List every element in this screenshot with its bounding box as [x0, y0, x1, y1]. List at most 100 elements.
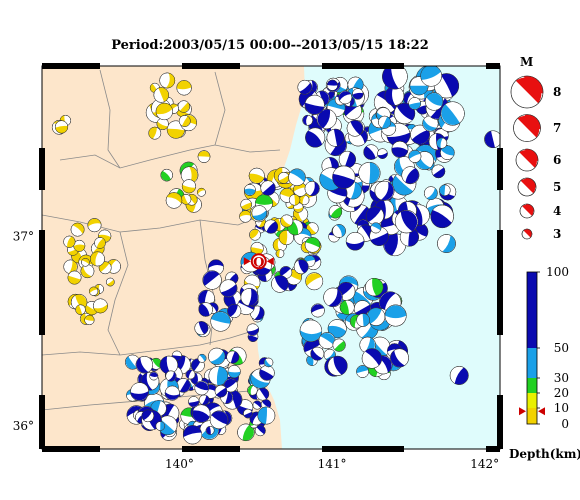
beachball	[401, 166, 420, 185]
beachball	[332, 338, 346, 352]
beachball	[374, 180, 395, 201]
latitude-tick-label: 36°	[13, 419, 34, 433]
beachball	[106, 277, 115, 287]
beachball	[92, 298, 108, 314]
frame-bar	[497, 230, 503, 335]
beachball	[259, 365, 275, 381]
beachball	[263, 357, 274, 368]
beachball	[166, 120, 185, 139]
beachball	[345, 232, 365, 251]
beachball	[87, 218, 102, 233]
frame-graduations	[39, 63, 503, 452]
beachball	[197, 353, 207, 363]
beachball	[80, 264, 95, 279]
beachball	[159, 72, 176, 89]
beachball	[423, 186, 438, 201]
beachball	[237, 423, 255, 442]
main-shock-arrow-right	[266, 257, 274, 266]
beachball	[165, 192, 183, 209]
beachball	[197, 187, 206, 197]
frame-bar	[39, 148, 45, 190]
frame-bar	[42, 63, 100, 69]
beachball	[202, 270, 222, 290]
beachball	[150, 357, 162, 370]
magnitude-legend-item: 4	[519, 203, 561, 219]
beachball	[141, 409, 155, 423]
beachball	[153, 87, 169, 103]
beachball	[63, 235, 76, 248]
beachball	[310, 346, 325, 361]
beachball	[214, 384, 228, 398]
beachball	[205, 426, 215, 435]
beachball	[439, 184, 451, 196]
frame-bar	[182, 63, 240, 69]
beachball	[194, 321, 209, 336]
depth-tick-label: 0	[561, 417, 569, 431]
beachball	[208, 366, 229, 386]
beachball	[449, 366, 469, 385]
magnitude-legend-label: 7	[553, 121, 561, 135]
beachball	[70, 222, 85, 237]
beachball	[420, 66, 442, 87]
beachball	[352, 88, 364, 100]
beachball	[365, 277, 384, 297]
frame-bar	[322, 446, 404, 452]
beachball	[408, 97, 422, 110]
beachball	[327, 355, 348, 376]
beachball	[278, 229, 294, 246]
beachball	[159, 355, 179, 375]
beachball	[208, 347, 226, 365]
depth-band	[527, 272, 537, 348]
frame-bar	[486, 446, 500, 452]
depth-tick-label: 10	[554, 401, 569, 415]
beachball	[390, 348, 409, 368]
beachball	[346, 119, 364, 137]
beachball	[188, 396, 200, 408]
beachball	[430, 204, 454, 229]
beachball	[310, 303, 325, 318]
beachball	[279, 266, 293, 279]
beachball	[332, 224, 346, 238]
beachball	[293, 202, 304, 213]
beachball	[243, 408, 253, 419]
beachball	[181, 179, 196, 194]
beachball	[326, 128, 345, 147]
beachball	[182, 425, 203, 445]
beachball	[277, 172, 290, 184]
frame-bar	[42, 446, 100, 452]
frame-bar	[497, 395, 503, 449]
beachball	[249, 228, 261, 241]
magnitude-legend: M 8 7 6 5 4 3	[510, 55, 561, 241]
beachball	[94, 237, 106, 249]
beachball	[384, 86, 405, 106]
beachball	[436, 137, 448, 149]
map-title: Period:2003/05/15 00:00--2013/05/15 18:2…	[111, 38, 429, 53]
magnitude-legend-item: 3	[521, 227, 561, 241]
beachball	[248, 167, 265, 184]
beachball	[198, 302, 213, 317]
beachball	[251, 205, 268, 221]
beachball	[180, 166, 199, 184]
magnitude-legend-label: 3	[553, 227, 561, 241]
depth-tick-label: 100	[546, 265, 569, 279]
beachball	[440, 101, 465, 126]
beachball	[332, 165, 356, 189]
beachball	[227, 303, 242, 319]
beachball	[210, 311, 231, 332]
depth-tick-label: 50	[554, 341, 569, 355]
beachball	[75, 304, 86, 315]
beachball	[263, 219, 279, 234]
beachball	[89, 286, 99, 296]
beachball	[440, 145, 455, 160]
beachball	[198, 394, 210, 406]
beachball	[54, 120, 69, 134]
beachball	[377, 148, 388, 159]
beachball	[260, 180, 276, 196]
beachball	[219, 279, 238, 298]
beachball	[165, 370, 177, 382]
frame-bar	[322, 63, 404, 69]
main-shock-arrow-left	[243, 257, 251, 266]
beachball	[81, 258, 90, 267]
beachball	[338, 90, 353, 105]
beachball	[239, 210, 252, 223]
